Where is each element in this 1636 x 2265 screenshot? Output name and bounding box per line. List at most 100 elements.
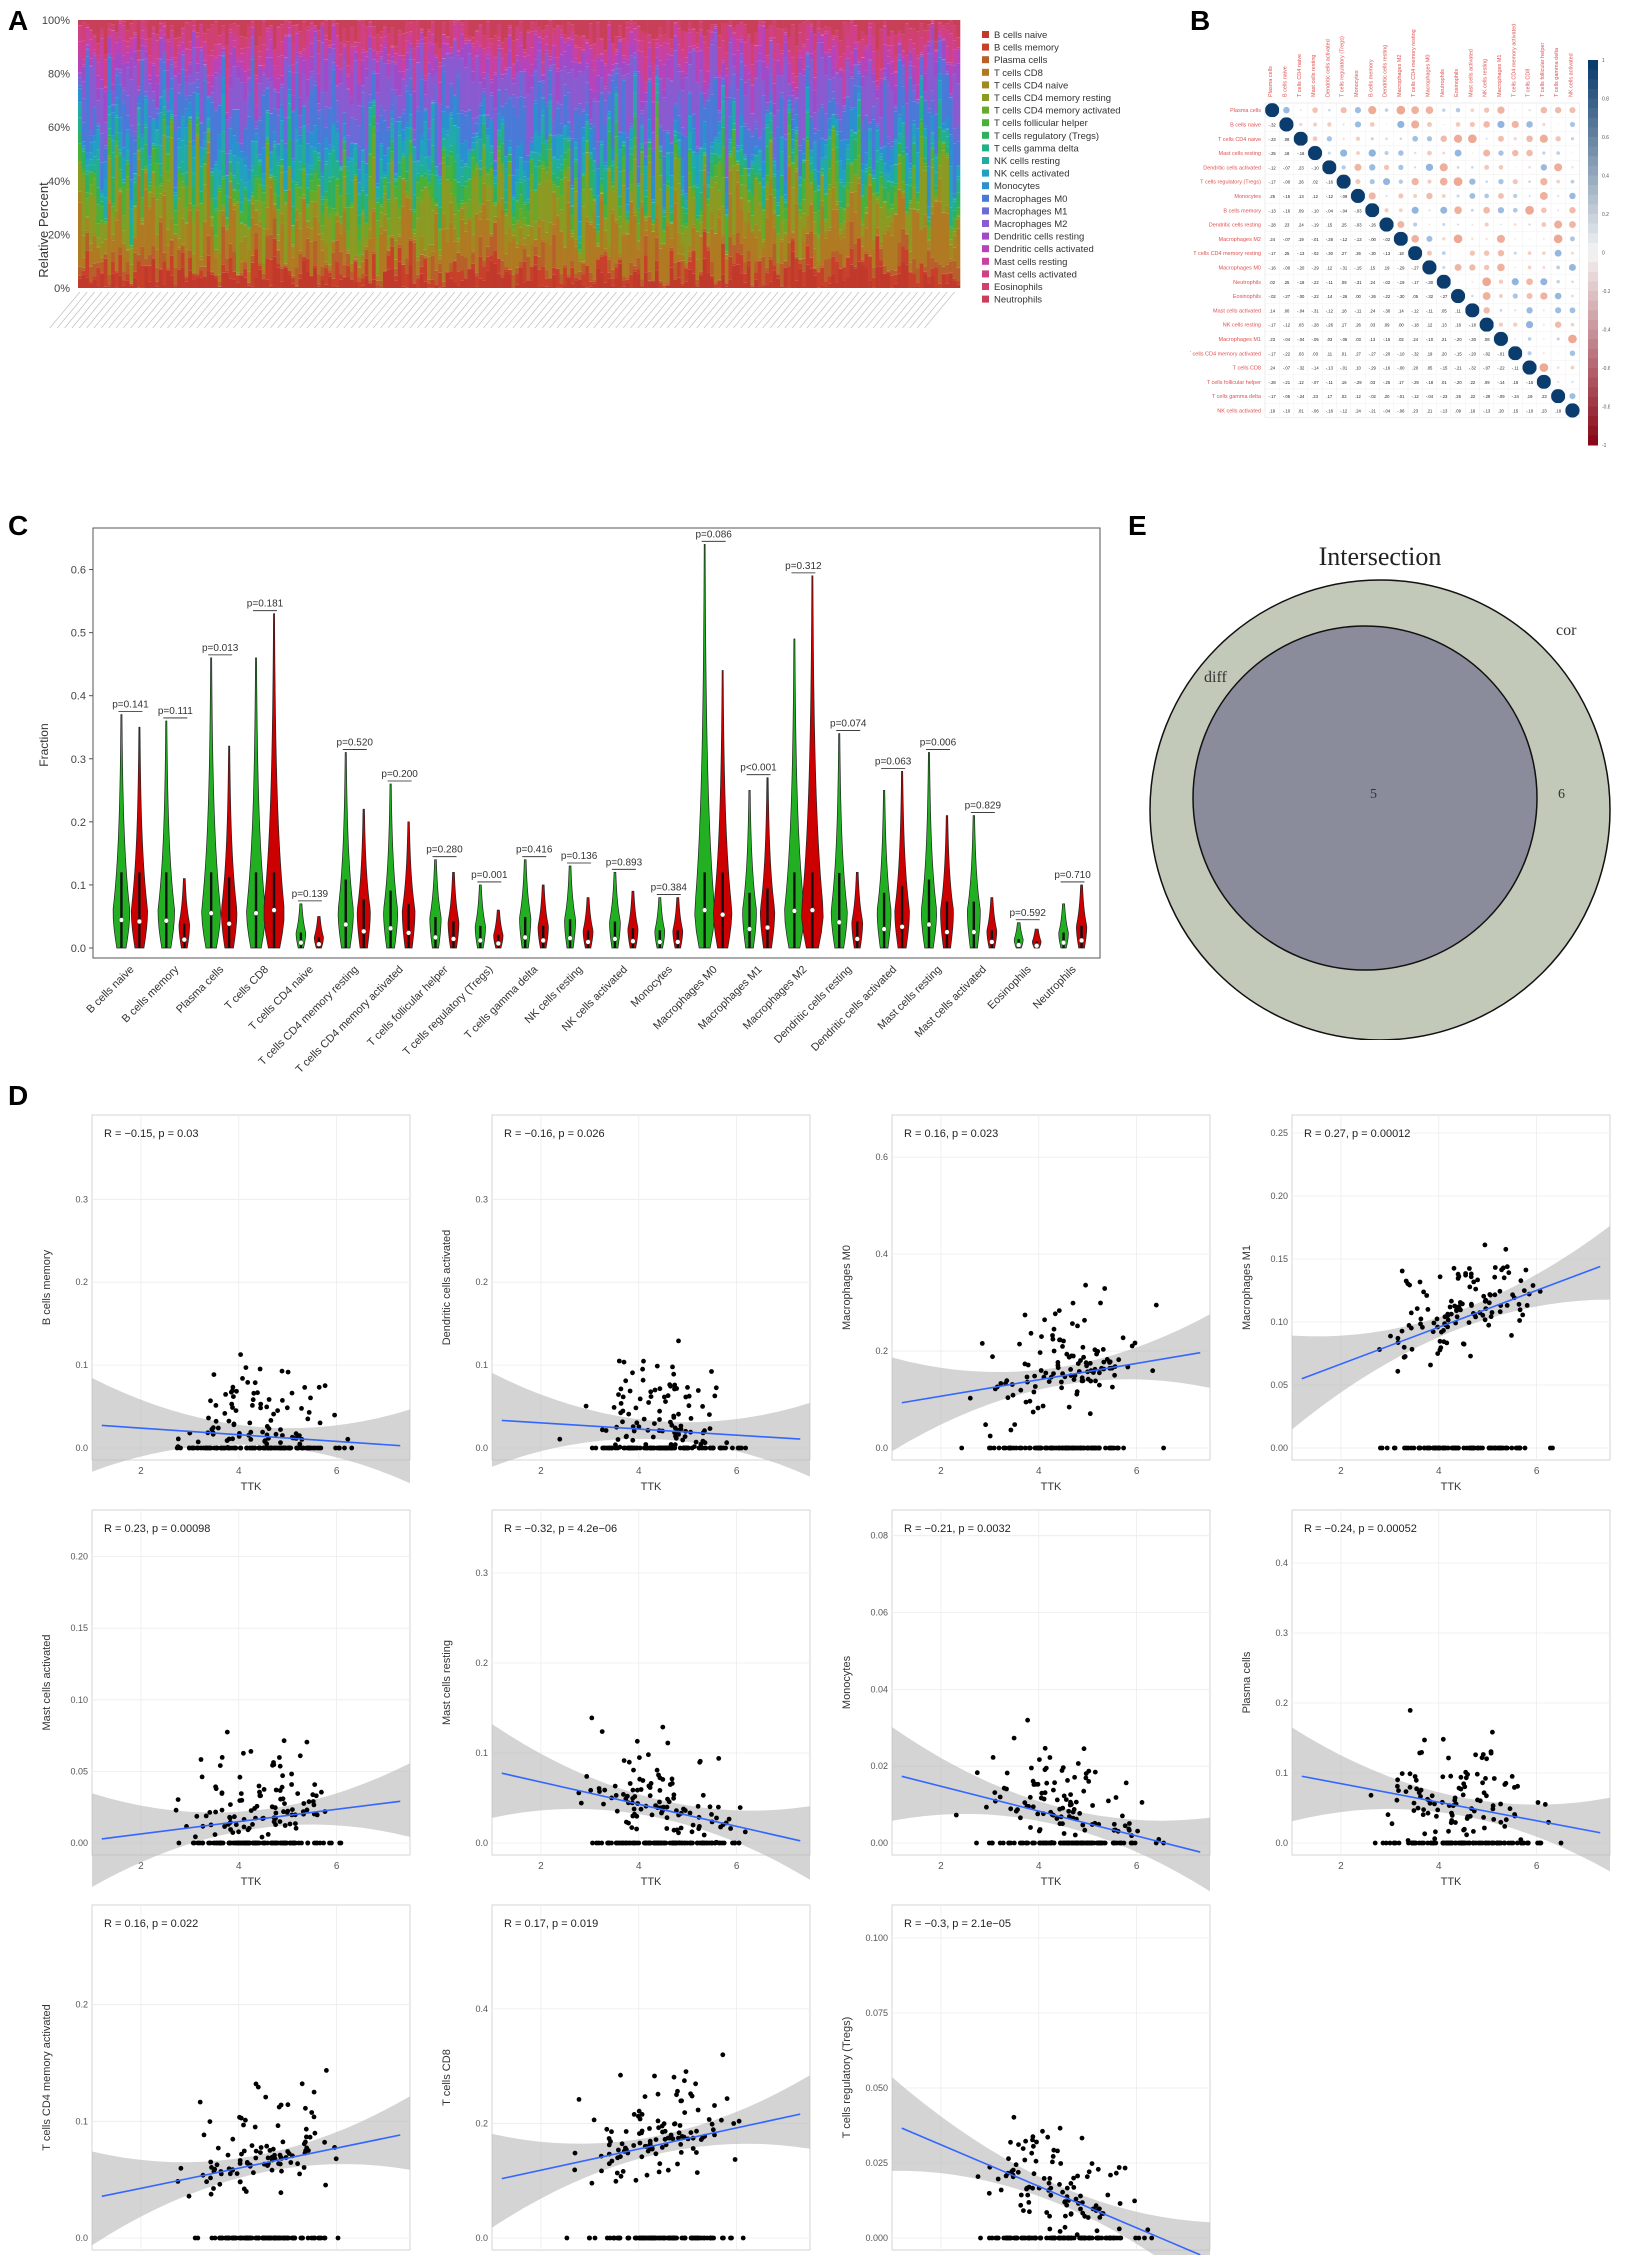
- stacked-bar-segment: [710, 211, 715, 229]
- stacked-bar-segment: [151, 193, 156, 197]
- stacked-bar-segment: [195, 210, 200, 274]
- stacked-bar-segment: [846, 182, 851, 191]
- stacked-bar-segment: [901, 86, 906, 107]
- stacked-bar-segment: [405, 21, 410, 33]
- stacked-bar-segment: [772, 165, 777, 175]
- stacked-bar-segment: [247, 78, 252, 95]
- stacked-bar-segment: [445, 271, 450, 273]
- stacked-bar-segment: [397, 176, 402, 177]
- stacked-bar-segment: [805, 264, 810, 288]
- stacked-bar-segment: [813, 140, 817, 143]
- stacked-bar-segment: [757, 169, 762, 175]
- stacked-bar-segment: [772, 174, 777, 177]
- stacked-bar-segment: [743, 154, 748, 157]
- stacked-bar-segment: [313, 81, 318, 86]
- stacked-bar-segment: [125, 150, 130, 161]
- stacked-bar-segment: [820, 200, 825, 206]
- stacked-bar-segment: [824, 33, 828, 53]
- stacked-bar-segment: [908, 163, 913, 169]
- stacked-bar-segment: [511, 224, 516, 230]
- stacked-bar-segment: [746, 191, 751, 201]
- stacked-bar-segment: [864, 75, 869, 115]
- stacked-bar-segment: [236, 66, 240, 79]
- stacked-bar-segment: [798, 209, 803, 211]
- stacked-bar-segment: [853, 132, 858, 133]
- stacked-bar-segment: [243, 47, 248, 54]
- stacked-bar-segment: [864, 207, 869, 213]
- stacked-bar-segment: [401, 129, 406, 142]
- stacked-bar-segment: [302, 170, 307, 195]
- stacked-bar-segment: [89, 20, 93, 30]
- stacked-bar-segment: [144, 265, 149, 267]
- stacked-bar-segment: [790, 24, 795, 58]
- stacked-bar-segment: [210, 20, 215, 25]
- stacked-bar-segment: [305, 174, 310, 188]
- stacked-bar-segment: [801, 162, 806, 180]
- stacked-bar-segment: [401, 141, 406, 154]
- stacked-bar-segment: [228, 126, 233, 129]
- stacked-bar-segment: [544, 29, 549, 37]
- stacked-bar-segment: [357, 192, 362, 195]
- stacked-bar-segment: [603, 204, 608, 218]
- stacked-bar-segment: [272, 176, 277, 180]
- stacked-bar-segment: [485, 128, 490, 136]
- stacked-bar-segment: [331, 241, 336, 243]
- stacked-bar-segment: [809, 22, 814, 25]
- stacked-bar-segment: [739, 273, 744, 288]
- stacked-bar-segment: [651, 101, 656, 103]
- stacked-bar-segment: [555, 198, 560, 216]
- stacked-bar-segment: [478, 236, 483, 257]
- stacked-bar-segment: [632, 269, 637, 272]
- stacked-bar-segment: [853, 44, 858, 49]
- stacked-bar-segment: [269, 113, 274, 152]
- stacked-bar-segment: [140, 20, 145, 22]
- stacked-bar-segment: [500, 209, 505, 261]
- stacked-bar-segment: [526, 225, 531, 226]
- stacked-bar-segment: [474, 142, 479, 163]
- stacked-bar-segment: [651, 132, 656, 149]
- stacked-bar-segment: [368, 124, 373, 154]
- stacked-bar-segment: [757, 139, 762, 148]
- stacked-bar-segment: [217, 185, 222, 187]
- stacked-bar-segment: [614, 104, 619, 122]
- stacked-bar-segment: [691, 152, 696, 168]
- stacked-bar-segment: [206, 117, 211, 120]
- stacked-bar-segment: [78, 278, 82, 288]
- stacked-bar-segment: [581, 153, 586, 174]
- stacked-bar-segment: [118, 20, 123, 22]
- stacked-bar-segment: [482, 35, 487, 49]
- stacked-bar-segment: [890, 61, 895, 74]
- stacked-bar-segment: [302, 73, 307, 106]
- stacked-bar-segment: [669, 247, 674, 251]
- stacked-bar-segment: [875, 161, 880, 193]
- stacked-bar-segment: [599, 92, 604, 94]
- stacked-bar-segment: [243, 165, 248, 183]
- stacked-bar-segment: [111, 251, 116, 262]
- stacked-bar-segment: [276, 144, 281, 157]
- stacked-bar-segment: [838, 240, 843, 254]
- stacked-bar-segment: [195, 206, 200, 211]
- stacked-bar-segment: [213, 77, 218, 109]
- stacked-bar-segment: [702, 185, 707, 229]
- stacked-bar-segment: [511, 235, 516, 240]
- stacked-bar-segment: [636, 71, 641, 145]
- stacked-bar-segment: [96, 43, 101, 56]
- stacked-bar-segment: [195, 36, 200, 48]
- stacked-bar-segment: [349, 20, 354, 28]
- stacked-bar-segment: [779, 75, 784, 93]
- stacked-bar-segment: [577, 61, 582, 63]
- stacked-bar-segment: [581, 189, 586, 207]
- stacked-bar-segment: [342, 112, 347, 113]
- stacked-bar-segment: [677, 28, 681, 45]
- stacked-bar-segment: [794, 203, 799, 257]
- stacked-bar-segment: [452, 196, 457, 215]
- stacked-bar-segment: [629, 192, 634, 202]
- stacked-bar-segment: [133, 131, 138, 141]
- stacked-bar-segment: [349, 27, 354, 45]
- stacked-bar-segment: [636, 185, 641, 209]
- stacked-bar-segment: [610, 160, 615, 162]
- stacked-bar-segment: [838, 56, 843, 69]
- stacked-bar-segment: [721, 62, 726, 76]
- stacked-bar-segment: [702, 121, 707, 144]
- stacked-bar-segment: [636, 184, 641, 186]
